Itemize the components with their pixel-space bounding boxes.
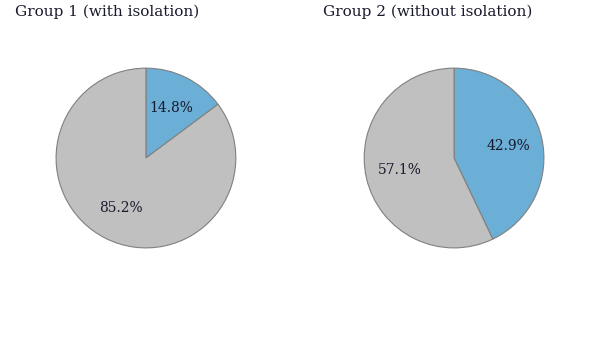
Text: 14.8%: 14.8%: [149, 101, 193, 115]
Text: Group 2 (without isolation): Group 2 (without isolation): [323, 4, 532, 19]
Wedge shape: [454, 68, 544, 239]
Wedge shape: [364, 68, 493, 248]
Wedge shape: [146, 68, 218, 158]
Wedge shape: [56, 68, 236, 248]
Text: Group 1 (with isolation): Group 1 (with isolation): [15, 4, 199, 19]
Text: 42.9%: 42.9%: [487, 139, 530, 153]
Text: 85.2%: 85.2%: [99, 201, 143, 215]
Text: 57.1%: 57.1%: [378, 163, 422, 177]
